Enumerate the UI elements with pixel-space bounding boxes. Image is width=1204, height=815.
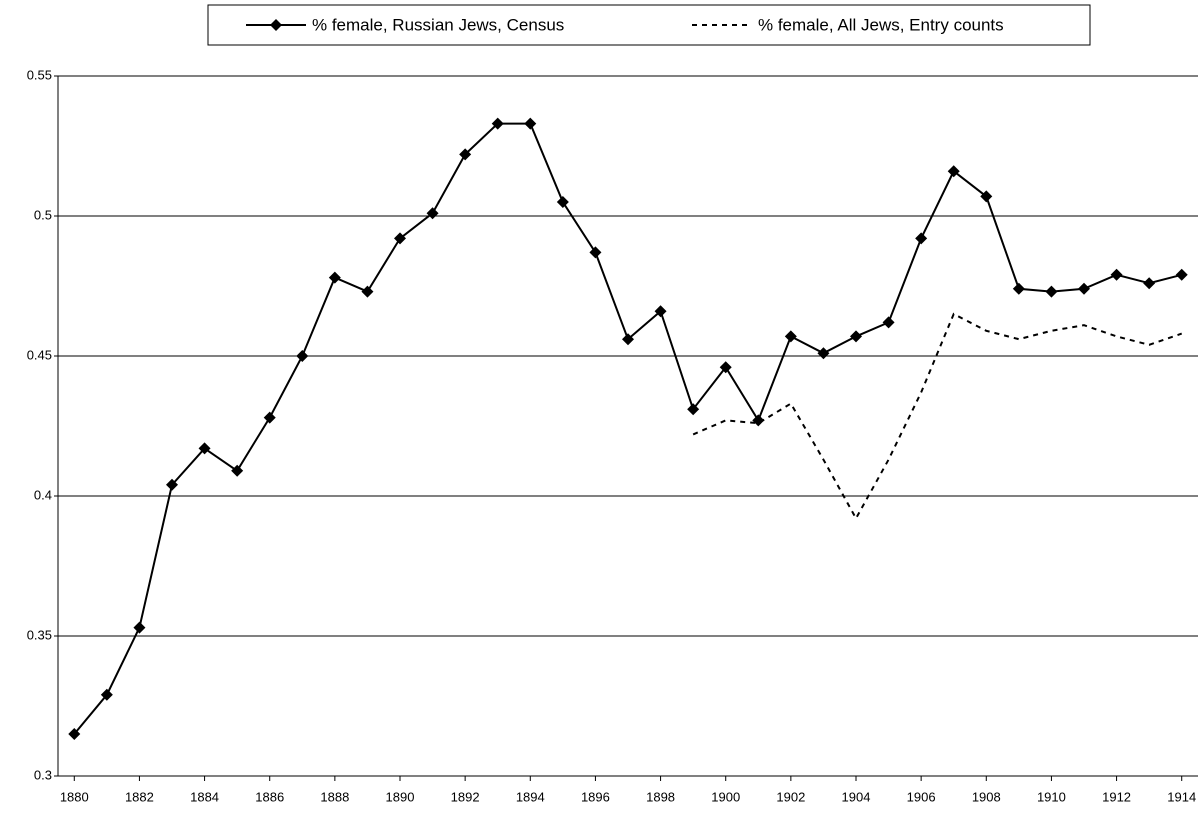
x-tick-label: 1910 [1037, 789, 1066, 804]
legend-marker [270, 19, 282, 31]
data-point [133, 621, 146, 634]
data-point [817, 347, 830, 360]
legend-label: % female, Russian Jews, Census [312, 15, 564, 34]
data-point [784, 330, 797, 343]
x-tick-label: 1904 [842, 789, 871, 804]
x-tick-label: 1884 [190, 789, 219, 804]
data-point [850, 330, 862, 343]
data-point [1143, 277, 1156, 290]
data-point [687, 403, 700, 416]
x-tick-label: 1912 [1102, 789, 1131, 804]
x-tick-label: 1900 [711, 789, 740, 804]
data-point [426, 207, 439, 220]
data-point [1175, 268, 1188, 281]
data-point [100, 688, 113, 701]
legend-label: % female, All Jews, Entry counts [758, 15, 1004, 34]
data-point [198, 442, 211, 455]
y-tick-label: 0.55 [27, 67, 52, 82]
x-tick-label: 1896 [581, 789, 610, 804]
data-point [915, 232, 928, 245]
data-point [166, 478, 178, 491]
x-tick-label: 1902 [776, 789, 805, 804]
data-point [361, 285, 374, 298]
y-tick-label: 0.3 [34, 767, 52, 782]
y-tick-label: 0.5 [34, 207, 52, 222]
x-tick-label: 1892 [451, 789, 480, 804]
data-point [980, 190, 993, 203]
x-tick-label: 1890 [386, 789, 415, 804]
legend-box [207, 4, 1091, 46]
data-point [524, 117, 537, 130]
data-point [1045, 285, 1058, 298]
data-point [296, 350, 309, 362]
x-tick-label: 1880 [60, 789, 89, 804]
x-tick-label: 1886 [255, 789, 284, 804]
data-point [947, 165, 960, 178]
x-tick-label: 1894 [516, 789, 545, 804]
data-point [752, 414, 765, 427]
data-point [263, 411, 276, 424]
data-point [556, 196, 569, 208]
data-point [1078, 282, 1090, 295]
data-point [622, 333, 634, 346]
data-point [882, 316, 895, 329]
data-point [1012, 282, 1025, 295]
x-tick-label: 1888 [320, 789, 349, 804]
x-tick-label: 1906 [907, 789, 936, 804]
x-tick-label: 1908 [972, 789, 1001, 804]
data-point [394, 232, 406, 245]
data-point [328, 271, 341, 284]
data-point [1110, 268, 1123, 281]
y-tick-label: 0.45 [27, 347, 52, 362]
y-tick-label: 0.35 [27, 627, 52, 642]
data-point [459, 148, 472, 161]
data-point [589, 246, 602, 259]
data-point [231, 464, 244, 477]
x-tick-label: 1898 [646, 789, 675, 804]
x-tick-label: 1882 [125, 789, 154, 804]
data-point [68, 728, 81, 740]
data-point [719, 361, 732, 374]
data-point [491, 117, 504, 130]
legend: % female, Russian Jews, Census % female, … [207, 4, 1091, 46]
y-tick-label: 0.4 [34, 487, 52, 502]
data-point [654, 305, 667, 318]
x-tick-label: 1914 [1167, 789, 1196, 804]
series-line [692, 312, 1183, 521]
